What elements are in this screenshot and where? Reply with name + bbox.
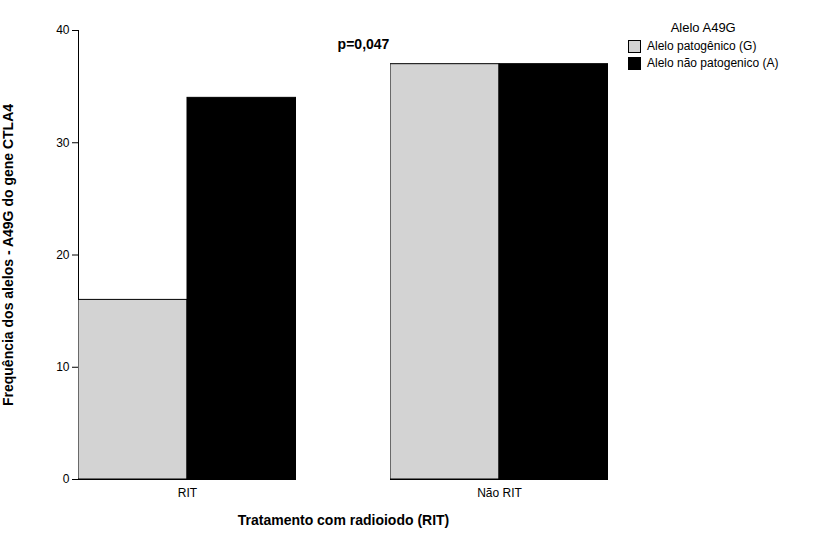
html-text:p=0,047: p=0,047	[337, 36, 390, 52]
svg-text:30: 30	[56, 136, 70, 150]
html-text:Alelo A49G: Alelo A49G	[670, 20, 736, 35]
svg-text:Não RIT: Não RIT	[477, 486, 522, 500]
html-text:Alelo patogênico (G): Alelo patogênico (G)	[647, 39, 757, 53]
svg-text:Frequência dos alelos - A49G d: Frequência dos alelos - A49G do gene CTL…	[0, 104, 16, 406]
svg-text:RIT: RIT	[178, 486, 198, 500]
svg-text:40: 40	[56, 23, 70, 37]
svg-text:Tratamento com radioiodo (RIT): Tratamento com radioiodo (RIT)	[238, 512, 450, 528]
svg-text:0: 0	[63, 472, 70, 486]
html-text:Alelo não patogenico (A): Alelo não patogenico (A)	[647, 56, 779, 70]
svg-text:10: 10	[56, 360, 70, 374]
svg-text:20: 20	[56, 248, 70, 262]
